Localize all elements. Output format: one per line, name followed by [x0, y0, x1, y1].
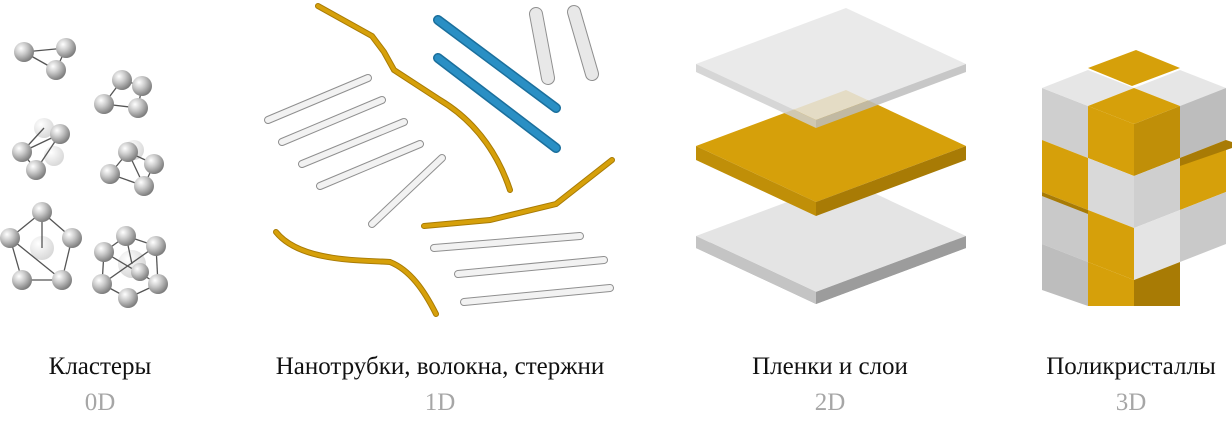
- gold-fibers: [273, 3, 615, 317]
- dim-2d: 2D: [814, 389, 846, 416]
- label-films: Пленки и слои: [752, 353, 908, 380]
- label-clusters: Кластеры: [48, 353, 152, 380]
- cube-front-blocks: [1088, 88, 1232, 306]
- layers-2d-group: [696, 8, 966, 304]
- polycrystal-3d-group: [1042, 50, 1232, 306]
- cluster-quad: [94, 70, 152, 118]
- cluster-tetrahedron: [12, 118, 70, 180]
- caption-0d: Кластеры 0D: [20, 352, 180, 418]
- dim-3d: 3D: [1115, 389, 1147, 416]
- bottom-layer: [696, 180, 966, 304]
- clusters-0d-group: [0, 38, 168, 308]
- cluster-large-polyhedron: [92, 226, 168, 308]
- label-nanotubes: Нанотрубки, волокна, стержни: [275, 353, 605, 380]
- label-polycrystals: Поликристаллы: [1046, 353, 1216, 380]
- blue-rods: [433, 15, 561, 153]
- caption-3d: Поликристаллы 3D: [1030, 352, 1232, 418]
- caption-1d: Нанотрубки, волокна, стержни 1D: [240, 352, 640, 418]
- rods-1d-group: [264, 3, 615, 317]
- cluster-pentagon: [0, 202, 82, 290]
- cluster-triangle: [14, 38, 76, 80]
- cube-left-column: [1042, 88, 1088, 306]
- caption-2d: Пленки и слои 2D: [720, 352, 940, 418]
- top-layer: [696, 8, 966, 128]
- middle-layer-gold: [696, 90, 966, 216]
- dim-1d: 1D: [424, 389, 456, 416]
- white-rods: [264, 5, 614, 306]
- dim-0d: 0D: [84, 389, 116, 416]
- cluster-small-polyhedron: [100, 140, 164, 196]
